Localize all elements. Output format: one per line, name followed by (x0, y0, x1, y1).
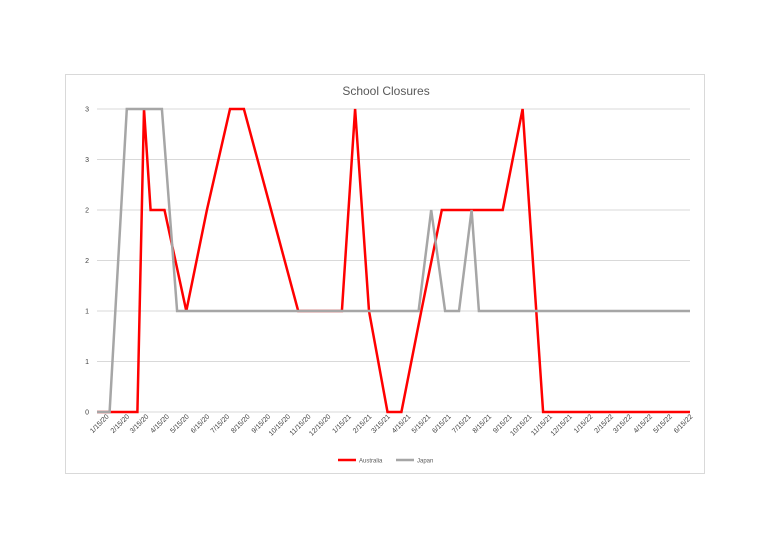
x-tick-label: 4/15/22 (633, 413, 655, 435)
legend-label-australia: Australia (359, 459, 383, 465)
x-tick-label: 6/15/20 (190, 413, 212, 435)
series-lines (97, 107, 690, 414)
x-tick-label: 2/15/22 (594, 413, 616, 435)
x-tick-label: 4/15/21 (391, 413, 413, 435)
series-line-australia (97, 107, 690, 414)
x-tick-label: 3/15/21 (370, 413, 392, 435)
x-tick-label: 7/15/20 (210, 413, 232, 435)
x-tick-label: 6/15/21 (431, 413, 453, 435)
y-tick-label: 1 (85, 359, 89, 366)
x-tick-label: 3/15/22 (612, 413, 634, 435)
chart-title: School Closures (342, 84, 429, 98)
x-tick-label: 12/15/20 (308, 413, 332, 437)
x-tick-label: 4/15/20 (149, 413, 171, 435)
x-tick-label: 10/15/20 (268, 413, 292, 437)
y-tick-label: 1 (85, 309, 89, 316)
x-tick-label: 5/15/21 (411, 413, 433, 435)
x-tick-label: 7/15/21 (451, 413, 473, 435)
y-tick-label: 0 (85, 410, 89, 417)
y-tick-label: 2 (85, 258, 89, 265)
x-tick-label: 12/15/21 (550, 413, 574, 437)
x-tick-label: 2/15/20 (110, 413, 132, 435)
y-axis-ticks: 0 1 1 2 2 3 3 (85, 107, 89, 417)
y-tick-label: 3 (85, 107, 89, 114)
y-tick-label: 3 (85, 157, 89, 164)
gridlines (97, 108, 690, 413)
x-tick-label: 6/15/22 (673, 413, 695, 435)
x-tick-label: 2/15/21 (352, 413, 374, 435)
x-tick-label: 5/15/22 (652, 413, 674, 435)
x-tick-label: 3/15/20 (129, 413, 151, 435)
x-tick-label: 1/15/20 (89, 413, 111, 435)
x-tick-label: 8/15/21 (472, 413, 494, 435)
legend: Australia Japan (338, 459, 433, 465)
x-tick-label: 10/15/21 (509, 413, 533, 437)
x-tick-label: 5/15/20 (169, 413, 191, 435)
series-line-japan (97, 107, 690, 414)
x-tick-label: 8/15/20 (230, 413, 252, 435)
x-axis-ticks: 1/15/20 2/15/203/15/20 4/15/205/15/20 6/15/… (89, 413, 694, 437)
legend-label-japan: Japan (417, 459, 433, 465)
y-tick-label: 2 (85, 208, 89, 215)
x-tick-label: 1/15/21 (331, 413, 353, 435)
x-tick-label: 1/15/22 (573, 413, 595, 435)
